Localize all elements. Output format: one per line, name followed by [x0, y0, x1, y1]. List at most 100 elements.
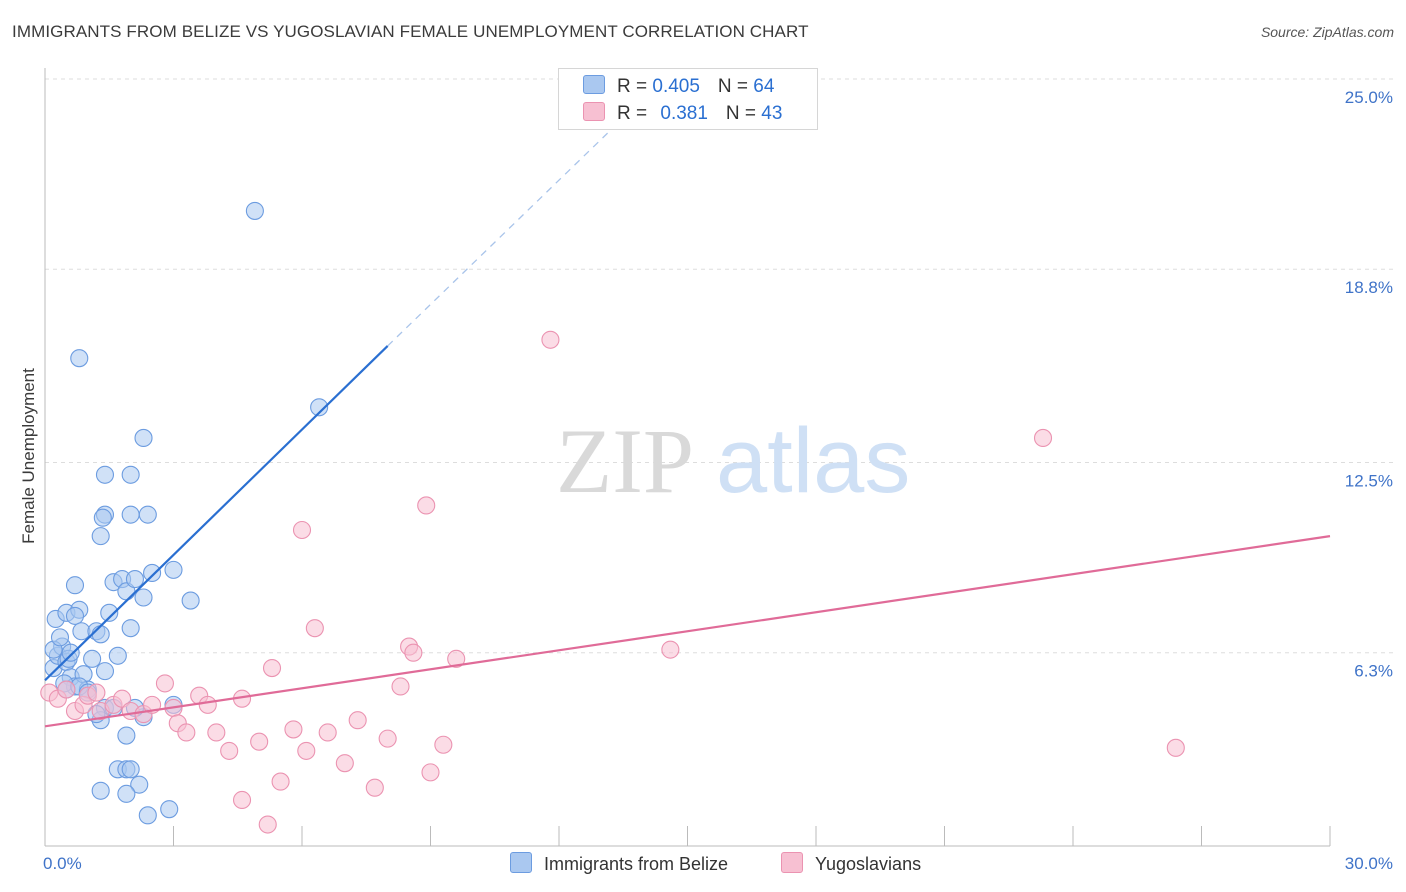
point-belize [108, 646, 127, 665]
x-tick-labels: 0.0% 30.0% [43, 854, 1393, 873]
trend-line-belize [44, 345, 389, 682]
point-yugoslavians [365, 778, 384, 797]
point-yugoslavians [348, 711, 367, 730]
watermark-zip: ZIP [556, 410, 694, 512]
point-belize [121, 465, 140, 484]
bottom-legend-label-yugoslavians: Yugoslavians [815, 854, 922, 874]
point-yugoslavians [447, 649, 466, 668]
point-belize [117, 784, 136, 803]
y-tick-label: 12.5% [1345, 472, 1393, 491]
legend-swatch-yugoslavians [583, 102, 605, 121]
point-yugoslavians [335, 754, 354, 773]
point-yugoslavians [87, 683, 106, 702]
point-belize [70, 349, 89, 368]
stats-legend: R = 0.405 N = 64 R = 0.381 N = 43 [558, 68, 818, 130]
point-belize [65, 576, 85, 595]
point-belize [138, 505, 157, 524]
point-yugoslavians [250, 732, 269, 751]
point-yugoslavians [271, 772, 290, 791]
bottom-legend-yugoslavians: Yugoslavians [781, 852, 921, 875]
point-belize [134, 428, 153, 448]
point-yugoslavians [292, 520, 312, 540]
bottom-legend-label-belize: Immigrants from Belize [544, 854, 729, 874]
watermark: ZIP atlas [556, 410, 910, 512]
point-yugoslavians [378, 729, 397, 748]
legend-n-value: 64 [753, 76, 775, 97]
point-yugoslavians [305, 619, 324, 638]
chart-title: IMMIGRANTS FROM BELIZE VS YUGOSLAVIAN FE… [12, 22, 809, 41]
point-yugoslavians [258, 815, 277, 834]
bottom-legend-belize: Immigrants from Belize [510, 852, 728, 875]
point-belize [143, 563, 162, 582]
point-yugoslavians [232, 790, 252, 810]
point-yugoslavians [404, 643, 423, 662]
point-yugoslavians [207, 723, 226, 742]
point-belize [95, 465, 115, 484]
legend-n-label: N = [717, 76, 754, 97]
point-belize [121, 760, 140, 779]
x-tick-label: 30.0% [1345, 854, 1393, 873]
source-label: Source: ZipAtlas.com [1260, 24, 1394, 40]
legend-row-yugoslavians: R = 0.381 N = 43 [583, 102, 782, 128]
point-yugoslavians [1033, 428, 1053, 448]
point-belize [91, 527, 110, 546]
bottom-legend-swatch-yugoslavians [781, 852, 803, 873]
point-belize [83, 649, 102, 668]
point-belize [160, 800, 179, 819]
x-tick-label: 0.0% [43, 854, 82, 873]
point-belize [95, 662, 115, 681]
point-belize [125, 570, 144, 589]
series-yugoslavians-points [40, 330, 1185, 834]
watermark-atlas: atlas [716, 410, 910, 512]
point-yugoslavians [57, 680, 76, 699]
point-belize [91, 781, 110, 800]
point-belize [65, 606, 85, 625]
point-yugoslavians [318, 723, 337, 742]
point-belize [61, 643, 80, 662]
y-tick-labels: 25.0% 18.8% 12.5% 6.3% [1345, 88, 1393, 681]
point-belize [181, 591, 200, 610]
point-belize [121, 619, 140, 638]
bottom-legend-swatch-belize [510, 852, 532, 873]
point-yugoslavians [297, 741, 316, 760]
point-yugoslavians [198, 695, 217, 714]
point-yugoslavians [113, 689, 132, 708]
y-tick-label: 6.3% [1354, 662, 1393, 681]
trend-line-yugoslavians [44, 535, 1331, 728]
legend-n-value: 43 [761, 103, 783, 124]
legend-swatch-belize [583, 75, 605, 94]
point-yugoslavians [661, 640, 680, 659]
point-yugoslavians [177, 723, 196, 742]
point-belize [245, 201, 264, 220]
point-yugoslavians [284, 720, 303, 739]
legend-r-value: 0.381 [660, 103, 708, 124]
point-belize [50, 628, 70, 647]
point-yugoslavians [434, 735, 453, 754]
y-tick-label: 25.0% [1345, 88, 1393, 107]
legend-r-label: R = [617, 76, 653, 97]
trend-extension-belize [387, 109, 633, 347]
point-belize [117, 726, 136, 745]
point-belize [121, 505, 140, 524]
point-yugoslavians [417, 496, 436, 515]
y-axis-label: Female Unemployment [19, 368, 38, 544]
y-tick-label: 18.8% [1345, 278, 1393, 297]
point-yugoslavians [1166, 738, 1185, 757]
point-belize [164, 560, 183, 579]
trend-lines [44, 109, 1331, 728]
point-yugoslavians [421, 763, 440, 782]
legend-r-value: 0.405 [652, 76, 700, 97]
point-belize [91, 625, 110, 644]
grid-lines [45, 78, 1393, 654]
point-yugoslavians [220, 741, 239, 760]
point-belize [100, 603, 119, 622]
point-yugoslavians [262, 659, 282, 678]
point-belize [93, 508, 112, 527]
legend-n-label: N = [725, 103, 762, 124]
legend-row-belize: R = 0.405 N = 64 [583, 75, 774, 101]
point-yugoslavians [391, 677, 410, 696]
point-belize [138, 806, 157, 825]
legend-r-label: R = [617, 103, 653, 124]
point-yugoslavians [541, 330, 560, 349]
